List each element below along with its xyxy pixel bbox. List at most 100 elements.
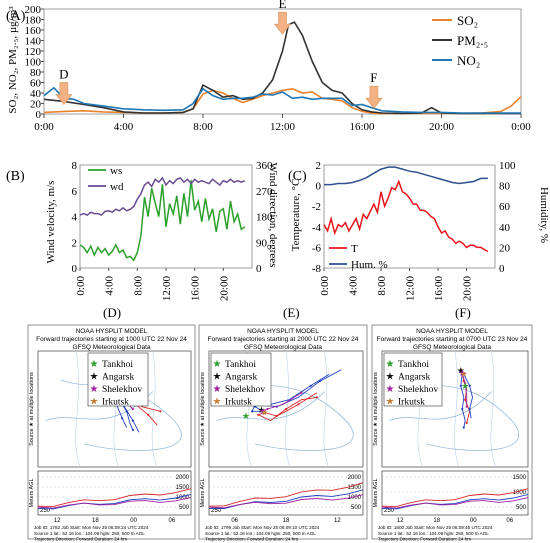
chartc-legend-label: Hum. %: [351, 259, 388, 271]
chart-c: Temperature, °C Humidity, % -8-6-4-20202…: [290, 160, 550, 301]
chartc-ytick-label: 2: [316, 160, 322, 172]
hysplit-trajectory-marker: [462, 426, 465, 429]
hysplit-trajectory-marker: [131, 407, 134, 411]
chart-a-series-pm25: [43, 21, 521, 115]
hysplit-side-label: Source ★ at multiple locations: [372, 372, 379, 446]
hysplit-legend-star-icon: ★: [90, 372, 99, 383]
hysplit-trajectory-marker: [309, 384, 312, 387]
chart-a-legend-label-pm25: PM₂.₅: [457, 33, 488, 48]
chartc-ytick-label: -4: [312, 222, 322, 234]
hysplit-profile-trajectory: [381, 493, 529, 510]
chartc-y2tick-label: 0: [499, 263, 505, 275]
hysplit-profile-frame: [208, 470, 364, 516]
hysplit-agl-250: 250: [384, 508, 395, 514]
chart-a-arrow-e: [273, 11, 292, 35]
hysplit-time-tick: 00: [130, 518, 137, 524]
hysplit-legend-box: [383, 352, 443, 407]
hysplit-agl-tick: 500: [179, 505, 190, 511]
chartb-ytick-label: 0: [72, 263, 78, 275]
chartc-y2tick-label: 20: [499, 242, 511, 254]
hysplit-footer-line: Source 1 lat.: 52.16 lon.: 104.09 hgts: …: [205, 531, 316, 536]
hysplit-time-tick: 12: [54, 518, 61, 524]
chart-c-legend: T Hum. %: [329, 243, 388, 271]
hysplit-legend-star-icon: ★: [213, 372, 222, 383]
chart-a-legend: SO₂ PM₂.₅ NO₂: [432, 13, 488, 68]
chart-a-ytick-label: 0: [36, 109, 42, 121]
chartb-y2tick-label: 0: [256, 263, 262, 275]
hysplit-legend-star-icon: ★: [386, 397, 395, 408]
hysplit-trajectory: [463, 373, 473, 419]
hysplit-gridline: [75, 350, 81, 468]
chartc-ytick-label: -6: [312, 242, 322, 254]
hysplit-river: [216, 391, 325, 421]
hysplit-footer-line: Trajectory Direction: Forward Duration: …: [378, 537, 472, 542]
hysplit-header-line: NOAA HYSPLIT MODEL: [247, 328, 319, 335]
chart-a-xtick-label: 8:00: [193, 121, 213, 133]
hysplit-legend-label: Tankhoi: [225, 360, 256, 370]
hysplit-header-line: NOAA HYSPLIT MODEL: [416, 328, 488, 335]
chartb-y2tick-label: 270: [256, 186, 273, 198]
chart-a-arrow-d: [55, 82, 73, 106]
chart-a-series-no2: [43, 86, 521, 114]
hysplit-source-star-icon: ★: [460, 369, 468, 379]
hysplit-trajectory-marker: [318, 380, 321, 383]
hysplit-time-tick: 12: [397, 518, 404, 524]
hysplit-footer-line: Job ID: 1782 Job Start: Mon Nov 25 06:09…: [34, 525, 149, 530]
chartc-ytick-label: -2: [312, 201, 321, 213]
hysplit-profile: Meters AGL 1500 1000 500 250: [373, 470, 529, 516]
chart-a-xtick-label: 0:00: [511, 121, 531, 133]
chartc-xtick-label: 0:00: [319, 276, 331, 296]
hysplit-legend: ★ Tankhoi★ Angarsk★ Shelekhov★ Irkutsk: [210, 352, 272, 408]
hysplit-time-tick: 00: [470, 518, 477, 524]
hysplit-source-star-icon: ★: [260, 407, 268, 417]
hysplit-legend-box: [210, 352, 272, 407]
chart-b-legend: ws wd: [88, 165, 124, 193]
chartc-ytick-label: 0: [316, 181, 322, 193]
hysplit-header-line: NOAA HYSPLIT MODEL: [76, 328, 148, 335]
chartc-y2tick-label: 80: [499, 181, 511, 193]
panel-tag-b: (B): [6, 169, 25, 184]
hysplit-time-tick: 06: [506, 518, 513, 524]
chartb-y2tick-label: 90: [256, 237, 268, 249]
hysplit-gridline: [151, 350, 158, 468]
hysplit-footer-line: Job ID: 1800 Job Start: Mon Nov 25 06:09…: [378, 525, 493, 530]
chartb-xtick-label: 8:00: [132, 276, 144, 296]
chartb-xtick-label: 16:00: [190, 276, 202, 302]
hysplit-profile-trajectory: [37, 497, 192, 509]
hysplit-profile: Meters AGL 2000 1500 1000 500 250: [200, 470, 364, 516]
hysplit-trajectory-marker: [468, 384, 471, 387]
chartb-legend-label: wd: [110, 181, 124, 193]
hysplit-trajectory-marker: [297, 403, 300, 406]
chartc-y2tick-label: 100: [499, 160, 516, 172]
hysplit-legend: ★ Tankhoi★ Angarsk★ Shelekhov★ Irkutsk: [383, 352, 443, 408]
hysplit-source-star-icon: ★: [461, 381, 469, 391]
hysplit-trajectory-marker: [147, 413, 150, 416]
hysplit-agl-label: Meters AGL: [29, 478, 35, 507]
hysplit-footer-line: Source 1 lat.: 52.16 lon.: 104.09 hgts: …: [378, 531, 489, 536]
chartc-legend-label: T: [351, 243, 358, 255]
chart-a-xtick-label: 0:00: [34, 121, 54, 133]
hysplit-profile-trajectory: [37, 488, 192, 507]
hysplit-agl-tick: 1500: [348, 485, 362, 491]
chart-a-xtick-label: 4:00: [114, 121, 134, 133]
chart-a-annotation-f: F: [370, 70, 377, 85]
hysplit-time-tick: 18: [433, 518, 440, 524]
chart-a-ytick-label: 140: [25, 36, 42, 48]
chartc-xtick-label: 16:00: [433, 276, 445, 302]
hysplit-trajectory: [460, 371, 466, 428]
hysplit-trajectory-marker: [300, 391, 303, 394]
chartb-ytick-label: 4: [72, 212, 78, 224]
chart-a-ytick-label: 180: [25, 15, 42, 27]
hysplit-header-line: Forward trajectories starting at 0700 UT…: [377, 336, 528, 343]
hysplit-time-tick: 18: [92, 518, 99, 524]
chartc-y2tick-label: 40: [499, 222, 511, 234]
hysplit-legend-star-icon: ★: [90, 384, 99, 395]
hysplit-legend-label: Irkutsk: [102, 398, 129, 408]
hysplit-trajectory-marker: [251, 410, 254, 413]
chart-b-y2label: Wind direction, degrees: [267, 163, 279, 268]
chartb-y2tick-label: 360: [256, 160, 273, 172]
hysplit-gridline: [285, 350, 291, 468]
hysplit-source-star-icon: ★: [458, 368, 466, 378]
hysplit-trajectory-marker: [464, 382, 467, 385]
